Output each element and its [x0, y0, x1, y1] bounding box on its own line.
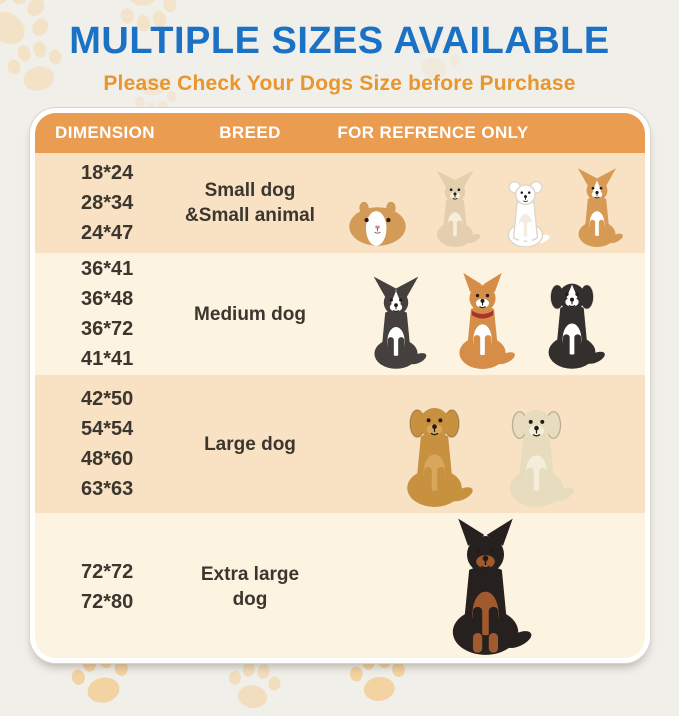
- dimension-value: 36*72: [81, 318, 134, 340]
- dimension-value: 36*48: [81, 288, 134, 310]
- reference-images-cell: [325, 253, 645, 375]
- table-row: 72*72 72*80 Extra large dog: [35, 513, 645, 658]
- page-subtitle: Please Check Your Dogs Size before Purch…: [103, 72, 576, 95]
- paw-print-icon: [229, 661, 281, 709]
- bichon-frise-image: [497, 173, 554, 248]
- dimension-value: 54*54: [81, 418, 134, 440]
- table-header-row: DIMENSION BREED FOR REFRENCE ONLY: [35, 113, 645, 153]
- dimension-value: 36*41: [81, 258, 134, 280]
- dimension-value: 41*41: [81, 348, 134, 370]
- dimension-value: 24*47: [81, 222, 134, 244]
- column-header-reference: FOR REFRENCE ONLY: [337, 123, 529, 142]
- chihuahua-image: [425, 169, 485, 247]
- dimension-cell: 36*41 36*48 36*72 41*41: [35, 253, 175, 375]
- reference-images-cell: [325, 375, 645, 513]
- corgi-image: [566, 167, 628, 247]
- golden-retriever-image: [389, 389, 480, 507]
- doberman-image: [431, 513, 540, 655]
- border-collie-image: [533, 267, 611, 369]
- breed-label: Large dog: [204, 433, 296, 455]
- dimension-value: 72*80: [81, 591, 134, 613]
- dimension-value: 18*24: [81, 162, 134, 184]
- breed-label: Medium dog: [194, 303, 306, 325]
- shiba-inu-image: [444, 269, 521, 369]
- dimension-cell: 18*24 28*34 24*47: [35, 153, 175, 253]
- reference-images-cell: [325, 153, 645, 253]
- table-row: 18*24 28*34 24*47 Small dog &Small animal: [35, 153, 645, 253]
- guinea-pig-image: [342, 197, 413, 247]
- dimension-value: 72*72: [81, 561, 134, 583]
- table-body: 18*24 28*34 24*47 Small dog &Small animal: [35, 153, 645, 658]
- breed-cell: Extra large dog: [175, 513, 325, 658]
- size-reference-table: DIMENSION BREED FOR REFRENCE ONLY 18*24 2…: [30, 108, 650, 663]
- dimension-value: 42*50: [81, 388, 134, 410]
- labrador-image: [492, 391, 581, 507]
- breed-label: Extra large: [200, 564, 300, 585]
- column-header-breed: BREED: [219, 123, 281, 142]
- dimension-cell: 72*72 72*80: [35, 513, 175, 658]
- dimension-value: 63*63: [81, 478, 134, 500]
- page-title: MULTIPLE SIZES AVAILABLE: [69, 20, 610, 62]
- breed-cell: Large dog: [175, 375, 325, 513]
- column-header-dimension: DIMENSION: [55, 123, 155, 142]
- dimension-cell: 42*50 54*54 48*60 63*63: [35, 375, 175, 513]
- breed-cell: Small dog &Small animal: [175, 153, 325, 253]
- dimension-value: 48*60: [81, 448, 134, 470]
- breed-label: Small dog: [204, 180, 296, 201]
- breed-label: &Small animal: [185, 205, 315, 226]
- french-bulldog-image: [360, 275, 432, 369]
- table-row: 36*41 36*48 36*72 41*41 Medium dog: [35, 253, 645, 375]
- reference-images-cell: [325, 513, 645, 658]
- hero-header: MULTIPLE SIZES AVAILABLE Please Check Yo…: [0, 0, 679, 96]
- table-row: 42*50 54*54 48*60 63*63 Large dog: [35, 375, 645, 513]
- breed-label: dog: [232, 589, 268, 610]
- breed-cell: Medium dog: [175, 253, 325, 375]
- dimension-value: 28*34: [81, 192, 134, 214]
